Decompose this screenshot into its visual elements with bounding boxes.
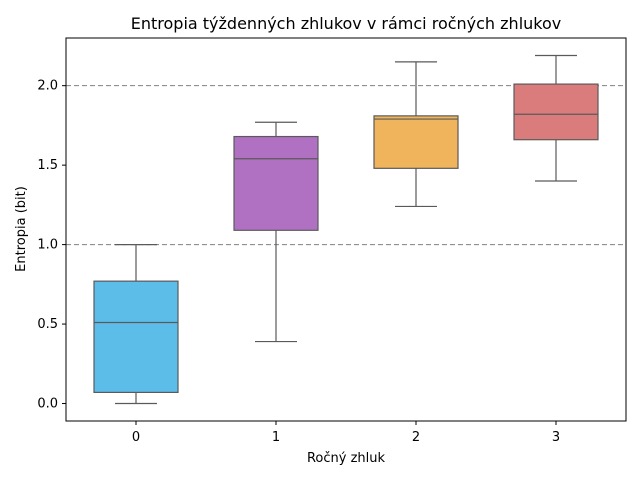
axes-frame (65, 37, 627, 422)
x-axis-label: Ročný zhluk (307, 451, 386, 466)
x-tick-label-3: 3 (552, 430, 560, 445)
box-1 (233, 135, 319, 231)
x-tick-label-0: 0 (132, 430, 140, 445)
x-tick-label-2: 2 (412, 430, 420, 445)
box-3 (513, 83, 599, 141)
box-0 (93, 280, 179, 393)
plot-area: 0.0 0.5 1.0 1.5 2.0 0 1 2 3 (37, 37, 627, 445)
y-axis-label: Entropia (bit) (14, 186, 29, 272)
y-tick-label-1: 0.5 (37, 317, 58, 332)
x-tick-label-1: 1 (272, 430, 280, 445)
chart-title: Entropia týždenných zhlukov v rámci ročn… (131, 14, 561, 33)
box-2 (373, 115, 459, 169)
y-tick-label-4: 2.0 (37, 79, 58, 94)
y-tick-label-3: 1.5 (37, 158, 58, 173)
y-tick-label-0: 0.0 (37, 397, 58, 412)
y-tick-label-2: 1.0 (37, 238, 58, 253)
